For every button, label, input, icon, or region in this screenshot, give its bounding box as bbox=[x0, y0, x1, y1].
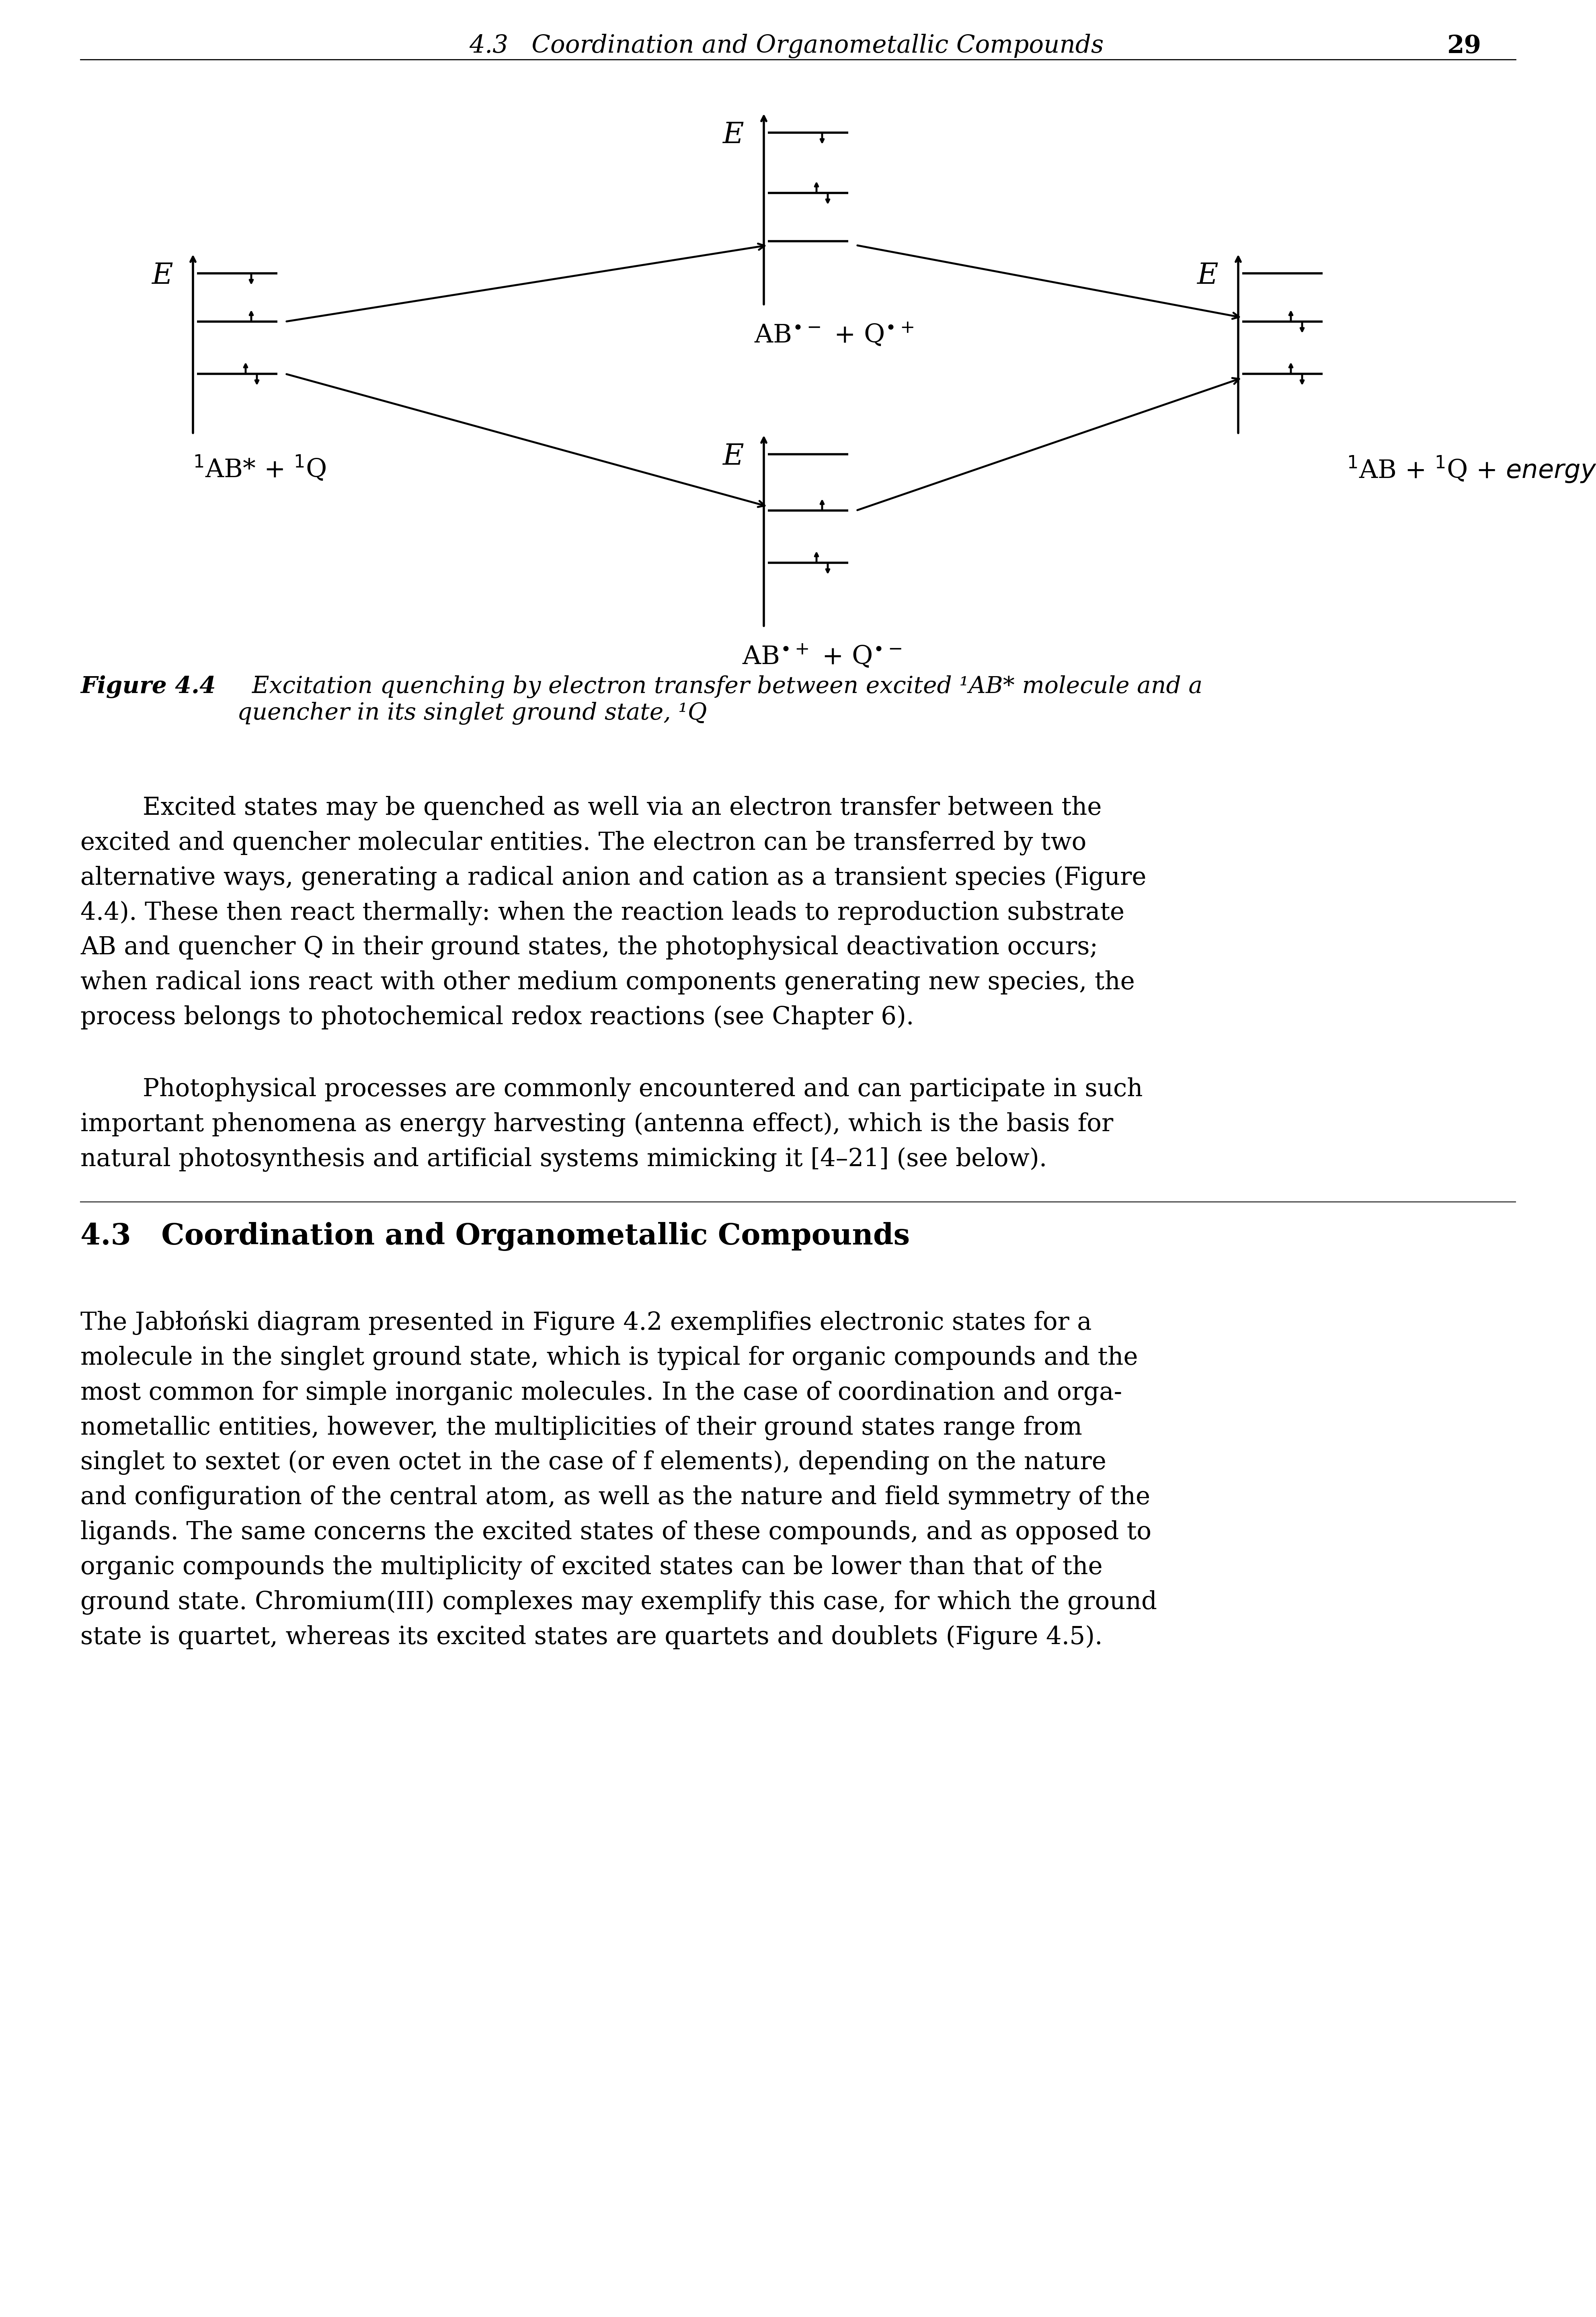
Text: 4.3   Coordination and Organometallic Compounds: 4.3 Coordination and Organometallic Comp… bbox=[469, 35, 1127, 58]
Text: 4.3   Coordination and Organometallic Compounds: 4.3 Coordination and Organometallic Comp… bbox=[80, 1221, 910, 1251]
Text: E: E bbox=[152, 262, 172, 290]
Text: Photophysical processes are commonly encountered and can participate in such
imp: Photophysical processes are commonly enc… bbox=[80, 1077, 1143, 1172]
Text: 29: 29 bbox=[1448, 35, 1481, 58]
Text: $^1$AB + $^1$Q + $\it{energy}$: $^1$AB + $^1$Q + $\it{energy}$ bbox=[1347, 454, 1596, 484]
Text: E: E bbox=[1197, 262, 1218, 290]
Text: AB$^{\bullet+}$ + Q$^{\bullet-}$: AB$^{\bullet+}$ + Q$^{\bullet-}$ bbox=[742, 644, 902, 670]
Text: The Jabłoński diagram presented in Figure 4.2 exemplifies electronic states for : The Jabłoński diagram presented in Figur… bbox=[80, 1311, 1157, 1650]
Text: Excited states may be quenched as well via an electron transfer between the
exci: Excited states may be quenched as well v… bbox=[80, 797, 1146, 1031]
Text: AB$^{\bullet-}$ + Q$^{\bullet+}$: AB$^{\bullet-}$ + Q$^{\bullet+}$ bbox=[755, 322, 915, 348]
Text: Figure 4.4: Figure 4.4 bbox=[80, 674, 215, 697]
Text: E: E bbox=[723, 443, 744, 470]
Text: $^1$AB* + $^1$Q: $^1$AB* + $^1$Q bbox=[193, 454, 326, 482]
Text: E: E bbox=[723, 120, 744, 148]
Text: Excitation quenching by electron transfer between excited ¹AB* molecule and a
qu: Excitation quenching by electron transfe… bbox=[238, 674, 1202, 725]
